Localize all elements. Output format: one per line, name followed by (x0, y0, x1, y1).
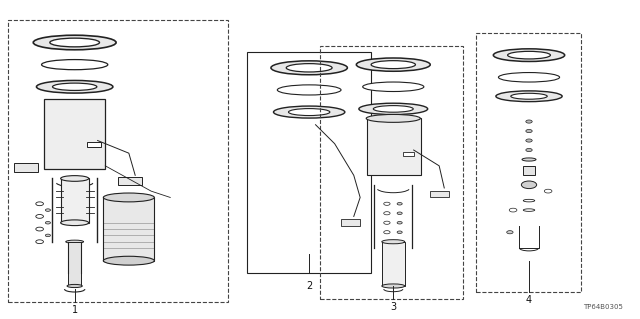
Circle shape (384, 212, 390, 215)
Ellipse shape (522, 158, 536, 161)
Ellipse shape (67, 285, 83, 287)
Bar (367, 118, 420, 175)
Ellipse shape (286, 63, 332, 72)
Circle shape (544, 189, 552, 193)
Circle shape (522, 181, 537, 189)
Ellipse shape (363, 82, 424, 92)
Ellipse shape (103, 193, 154, 202)
Bar (246, 52, 371, 273)
Circle shape (36, 214, 44, 218)
Circle shape (397, 231, 402, 234)
Bar (68, 242, 81, 286)
Circle shape (526, 148, 532, 152)
Ellipse shape (289, 108, 330, 115)
Bar (14, 163, 38, 172)
Bar (103, 197, 154, 261)
Circle shape (384, 202, 390, 205)
Circle shape (45, 234, 51, 237)
Ellipse shape (271, 61, 348, 75)
Ellipse shape (496, 91, 562, 102)
Circle shape (397, 221, 402, 224)
Circle shape (36, 240, 44, 244)
Text: 4: 4 (526, 295, 532, 305)
Ellipse shape (511, 93, 547, 99)
Ellipse shape (524, 199, 535, 202)
Ellipse shape (42, 60, 108, 70)
Ellipse shape (382, 240, 404, 244)
Bar (8, 20, 228, 302)
Ellipse shape (373, 106, 413, 112)
Circle shape (384, 231, 390, 234)
Circle shape (45, 221, 51, 224)
Ellipse shape (33, 35, 116, 50)
Ellipse shape (356, 58, 430, 71)
Circle shape (526, 120, 532, 123)
Circle shape (509, 208, 517, 212)
Bar (382, 242, 404, 286)
Bar (523, 166, 536, 175)
Ellipse shape (61, 220, 89, 226)
Ellipse shape (103, 256, 154, 265)
Bar (341, 219, 360, 226)
Ellipse shape (371, 61, 415, 69)
Ellipse shape (508, 51, 550, 59)
Ellipse shape (36, 80, 113, 93)
Circle shape (45, 209, 51, 211)
Ellipse shape (382, 284, 404, 288)
Bar (430, 191, 449, 197)
Circle shape (397, 203, 402, 205)
Ellipse shape (61, 176, 89, 181)
Text: 3: 3 (390, 302, 396, 313)
Bar (476, 33, 581, 292)
Ellipse shape (50, 38, 100, 47)
Bar (88, 142, 101, 147)
Bar (61, 178, 89, 223)
Bar (44, 100, 105, 169)
Ellipse shape (273, 106, 345, 118)
Text: 2: 2 (306, 281, 312, 291)
Circle shape (397, 212, 402, 214)
Bar (403, 152, 414, 156)
Text: 1: 1 (72, 305, 77, 315)
Circle shape (36, 202, 44, 206)
Circle shape (36, 227, 44, 231)
Circle shape (507, 231, 513, 234)
Ellipse shape (359, 103, 428, 115)
Circle shape (384, 221, 390, 224)
Ellipse shape (52, 83, 97, 91)
Circle shape (526, 139, 532, 142)
Ellipse shape (366, 115, 420, 122)
Ellipse shape (493, 49, 564, 62)
Ellipse shape (277, 85, 341, 95)
Ellipse shape (524, 209, 535, 211)
Circle shape (526, 130, 532, 133)
Bar (320, 46, 463, 299)
Ellipse shape (66, 240, 84, 243)
Bar (118, 177, 142, 185)
Text: TP64B0305: TP64B0305 (583, 304, 623, 310)
Ellipse shape (499, 72, 559, 82)
